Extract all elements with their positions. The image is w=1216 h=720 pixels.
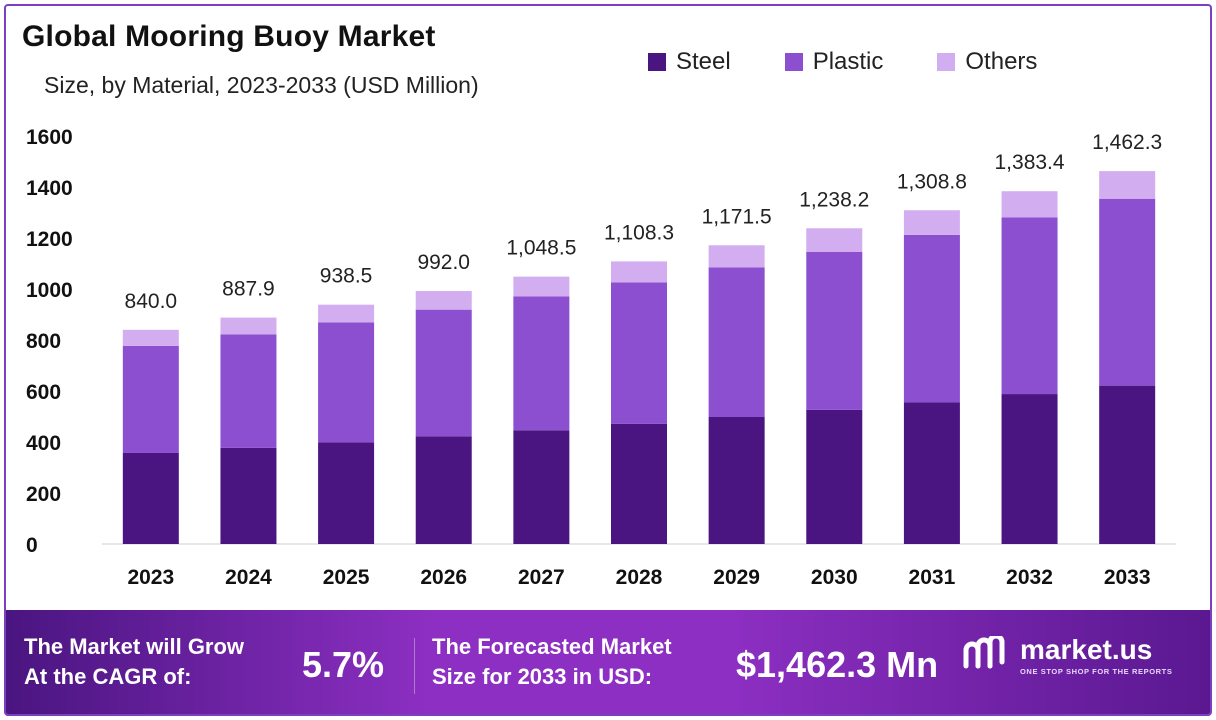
forecast-label-line2: Size for 2033 in USD: xyxy=(432,664,653,689)
forecast-label-line1: The Forecasted Market xyxy=(432,634,672,659)
x-tick-label-2027: 2027 xyxy=(518,566,565,589)
bar-others-2030 xyxy=(806,228,863,252)
total-label-2024: 887.9 xyxy=(222,278,275,301)
total-label-2026: 992.0 xyxy=(417,251,470,274)
total-label-2032: 1,383.4 xyxy=(995,151,1065,174)
bar-others-2023 xyxy=(122,329,179,346)
legend-swatch-others xyxy=(937,53,956,71)
total-label-2027: 1,048.5 xyxy=(506,237,576,260)
bar-plastic-2028 xyxy=(611,282,667,424)
y-tick-label: 1000 xyxy=(26,279,73,302)
total-label-2033: 1,462.3 xyxy=(1092,131,1162,154)
bar-plastic-2026 xyxy=(415,309,472,437)
bar-steel-2027 xyxy=(513,430,570,544)
x-tick-label-2023: 2023 xyxy=(127,566,174,589)
legend-item-others: Others xyxy=(937,48,1037,76)
cagr-label-line1: The Market will Grow xyxy=(24,634,245,659)
cagr-label: The Market will Grow At the CAGR of: xyxy=(24,632,244,692)
x-tick-label-2033: 2033 xyxy=(1104,566,1151,589)
y-tick-label: 800 xyxy=(26,330,61,353)
bar-steel-2031 xyxy=(903,402,960,544)
bar-others-2025 xyxy=(318,304,375,323)
chart-frame: Global Mooring Buoy Market Size, by Mate… xyxy=(4,4,1212,716)
bar-others-2033 xyxy=(1099,171,1156,199)
legend-label-others: Others xyxy=(965,48,1038,75)
x-tick-label-2026: 2026 xyxy=(420,566,467,589)
bar-steel-2032 xyxy=(1001,394,1058,544)
chart-subtitle: Size, by Material, 2023-2033 (USD Millio… xyxy=(44,72,479,98)
forecast-value: $1,462.3 Mn xyxy=(736,644,939,685)
bar-steel-2033 xyxy=(1099,385,1156,544)
total-label-2029: 1,171.5 xyxy=(702,205,772,228)
y-tick-label: 1600 xyxy=(26,126,73,149)
x-tick-label-2028: 2028 xyxy=(616,566,663,589)
bar-others-2032 xyxy=(1001,191,1058,218)
y-tick-label: 1200 xyxy=(26,228,73,251)
bar-plastic-2029 xyxy=(708,267,765,418)
cagr-label-line2: At the CAGR of: xyxy=(24,664,192,689)
total-label-2030: 1,238.2 xyxy=(799,188,869,211)
y-tick-label: 200 xyxy=(26,483,61,506)
total-label-2031: 1,308.8 xyxy=(897,170,967,193)
stacked-bar-chart: 0 200 400 600 800 1000 1200 1400 1600 840.0 2023 88… xyxy=(26,126,1176,589)
bar-plastic-2030 xyxy=(806,251,863,410)
bar-others-2026 xyxy=(415,291,472,310)
bar-others-2031 xyxy=(903,210,960,235)
x-tick-label-2031: 2031 xyxy=(909,566,956,589)
bar-others-2027 xyxy=(513,276,570,297)
bar-plastic-2031 xyxy=(903,234,960,403)
legend-label-plastic: Plastic xyxy=(812,48,884,75)
bar-plastic-2027 xyxy=(513,296,570,431)
bar-steel-2025 xyxy=(318,442,375,544)
y-tick-label: 0 xyxy=(26,534,38,557)
market-us-logo-icon xyxy=(963,636,1005,669)
chart-title: Global Mooring Buoy Market xyxy=(22,20,436,53)
x-tick-label-2025: 2025 xyxy=(323,566,370,589)
bar-steel-2024 xyxy=(220,447,277,544)
bar-plastic-2023 xyxy=(122,345,179,453)
x-tick-label-2029: 2029 xyxy=(713,566,760,589)
bar-plastic-2033 xyxy=(1099,198,1156,386)
bar-steel-2029 xyxy=(708,417,765,544)
legend-swatch-plastic xyxy=(784,53,803,71)
bar-others-2028 xyxy=(611,261,667,283)
bar-steel-2030 xyxy=(806,409,863,544)
total-label-2028: 1,108.3 xyxy=(604,221,674,244)
cagr-value: 5.7% xyxy=(302,644,385,685)
brand-logo: market.us ONE STOP SHOP FOR THE REPORTS xyxy=(962,636,1172,676)
bar-steel-2023 xyxy=(122,452,179,544)
x-tick-label-2024: 2024 xyxy=(225,566,272,589)
x-tick-label-2032: 2032 xyxy=(1006,566,1053,589)
footer-banner: The Market will Grow At the CAGR of: 5.7… xyxy=(6,610,1210,714)
y-tick-label: 400 xyxy=(26,432,61,455)
brand-tagline: ONE STOP SHOP FOR THE REPORTS xyxy=(1020,667,1173,676)
bar-steel-2026 xyxy=(415,436,472,544)
x-tick-label-2030: 2030 xyxy=(811,566,858,589)
legend-swatch-steel xyxy=(648,53,666,71)
legend: Steel Plastic Others xyxy=(648,48,1091,76)
y-tick-label: 1400 xyxy=(26,177,73,200)
footer-divider xyxy=(414,638,415,694)
total-label-2023: 840.0 xyxy=(125,290,178,313)
bar-others-2029 xyxy=(708,245,765,268)
bar-plastic-2025 xyxy=(318,322,375,443)
legend-item-steel: Steel xyxy=(648,48,731,76)
legend-item-plastic: Plastic xyxy=(784,48,884,76)
bar-plastic-2024 xyxy=(220,334,277,448)
brand-name: market.us xyxy=(1020,634,1153,665)
legend-label-steel: Steel xyxy=(676,48,731,75)
bar-others-2024 xyxy=(220,317,277,335)
total-label-2025: 938.5 xyxy=(320,265,373,288)
bar-steel-2028 xyxy=(611,423,667,544)
y-tick-label: 600 xyxy=(26,381,61,404)
forecast-label: The Forecasted Market Size for 2033 in U… xyxy=(432,632,672,692)
bar-plastic-2032 xyxy=(1001,217,1058,395)
